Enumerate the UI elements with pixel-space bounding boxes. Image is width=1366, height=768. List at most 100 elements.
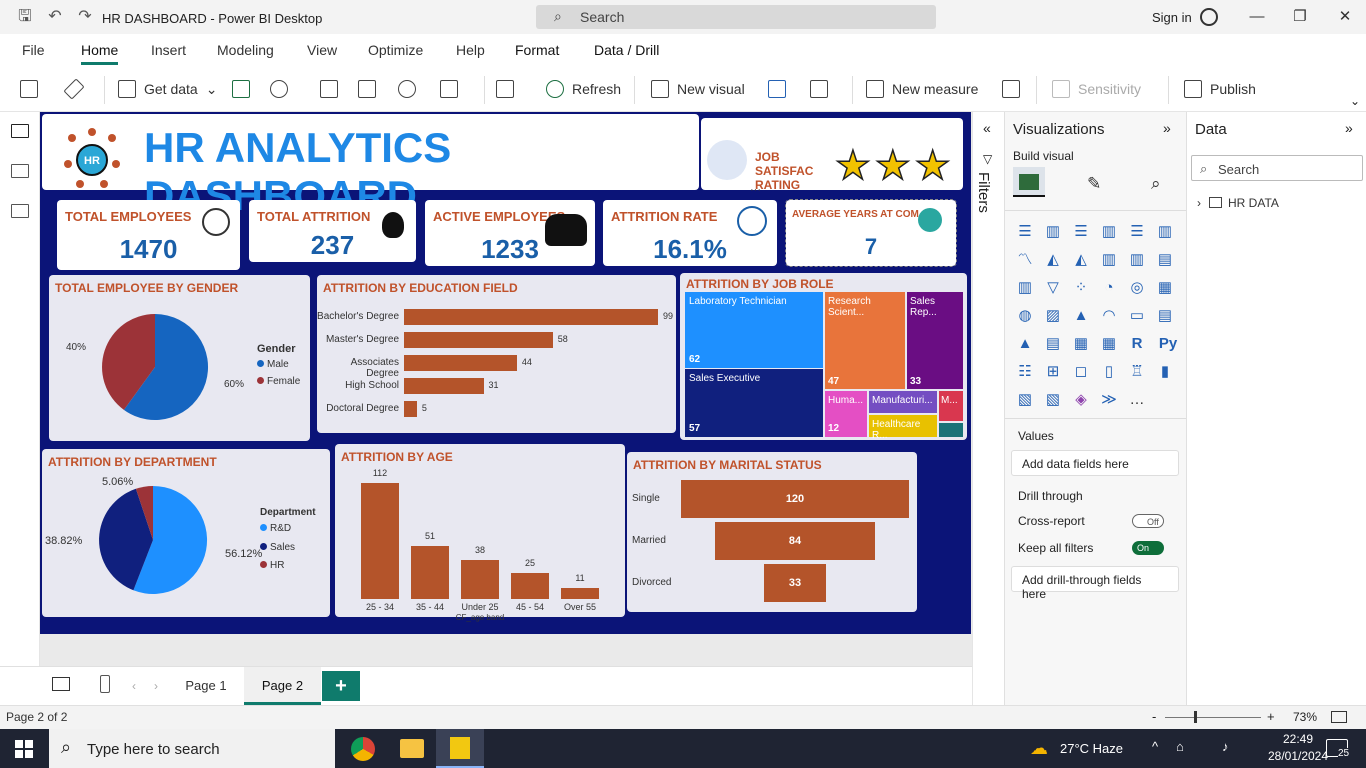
treemap-manager[interactable]: M... — [939, 391, 963, 421]
stacked-area-icon[interactable]: ◭ — [1075, 251, 1087, 268]
network-icon[interactable]: ⌂ — [1176, 739, 1184, 754]
quick-measure-button[interactable] — [1002, 80, 1020, 98]
ribbon-chart-icon[interactable]: ▤ — [1157, 251, 1173, 268]
sign-in-link[interactable]: Sign in — [1152, 10, 1192, 25]
power-automate-flow-icon[interactable]: ≫ — [1101, 391, 1117, 408]
goals-icon[interactable]: ♖ — [1130, 363, 1144, 380]
fit-to-page-icon[interactable] — [1331, 711, 1347, 723]
close-button[interactable]: ✕ — [1338, 8, 1352, 25]
redo-icon[interactable]: ↷ — [78, 8, 92, 25]
menu-view[interactable]: View — [307, 42, 338, 58]
publish-button[interactable]: Publish — [1184, 80, 1256, 98]
funnel-icon[interactable]: ▽ — [1047, 279, 1059, 296]
next-page-icon[interactable]: › — [154, 679, 158, 693]
treemap-healthcare[interactable]: Healthcare R... — [869, 415, 937, 441]
kpi-active-employees[interactable]: ACTIVE EMPLOYEES 1233 — [425, 200, 595, 266]
more-options-icon[interactable]: ··· — [750, 184, 761, 196]
100-bar-icon[interactable]: ☰ — [1130, 223, 1144, 240]
python-visual-icon[interactable]: Py — [1158, 335, 1178, 352]
multi-row-card-icon[interactable]: ▤ — [1157, 307, 1173, 324]
treemap-icon[interactable]: ▦ — [1157, 279, 1173, 296]
account-icon[interactable] — [1200, 8, 1218, 26]
values-drop-zone[interactable]: Add data fields here — [1011, 450, 1179, 476]
treemap-manufacturing[interactable]: Manufacturi... — [869, 391, 937, 413]
zoom-in-button[interactable]: + — [1267, 709, 1275, 724]
power-apps-icon[interactable]: ▧ — [1017, 391, 1033, 408]
age-chart-panel[interactable]: ATTRITION BY AGE 112 25 - 34 51 35 - 44 38 Un… — [335, 444, 625, 622]
refresh-button[interactable]: Refresh — [546, 80, 621, 98]
gender-chart-panel[interactable]: TOTAL EMPLOYEE BY GENDER 40% 60% Gender … — [49, 275, 310, 441]
slicer-icon[interactable]: ▤ — [1045, 335, 1061, 352]
menu-help[interactable]: Help — [456, 42, 485, 58]
file-explorer-icon[interactable] — [400, 739, 424, 758]
card-icon[interactable]: ▭ — [1129, 307, 1145, 324]
narrative-icon[interactable]: ▯ — [1104, 363, 1114, 380]
department-chart-panel[interactable]: ATTRITION BY DEPARTMENT 5.06% 38.82% 56.… — [42, 449, 330, 617]
windows-start-icon[interactable] — [15, 740, 33, 758]
recent-sources-button[interactable] — [440, 80, 458, 98]
format-painter-button[interactable] — [63, 78, 85, 100]
undo-icon[interactable]: ↶ — [48, 8, 62, 25]
line-chart-icon[interactable]: 〽 — [1017, 251, 1033, 268]
format-visual-icon[interactable]: ✎ — [1087, 174, 1102, 193]
text-box-button[interactable] — [768, 80, 786, 98]
menu-optimize[interactable]: Optimize — [368, 42, 424, 58]
chrome-icon[interactable] — [351, 737, 375, 761]
treemap-other[interactable] — [939, 423, 963, 437]
marital-chart-panel[interactable]: ATTRITION BY MARITAL STATUS Single 120 Mar… — [627, 452, 917, 612]
transform-data-button[interactable] — [496, 80, 514, 98]
get-data-button[interactable]: Get data ⌄ — [118, 80, 217, 98]
matrix-icon[interactable]: ▦ — [1101, 335, 1117, 352]
excel-button[interactable] — [232, 80, 250, 98]
kpi-total-attrition[interactable]: TOTAL ATTRITION 237 — [249, 200, 416, 262]
desktop-layout-icon[interactable] — [52, 677, 70, 691]
donut-icon[interactable]: ◎ — [1130, 279, 1144, 296]
decomposition-tree-icon[interactable]: ⊞ — [1046, 363, 1060, 380]
cross-report-toggle[interactable]: Off — [1132, 514, 1164, 528]
gauge-icon[interactable]: ◠ — [1102, 307, 1116, 324]
mobile-layout-icon[interactable] — [100, 675, 110, 693]
treemap-sales-exec[interactable]: Sales Executive 57 — [685, 369, 823, 437]
data-search-input[interactable]: ⌕ Search — [1191, 155, 1363, 181]
kpi-icon[interactable]: ▲ — [1017, 335, 1033, 352]
paste-button[interactable] — [20, 80, 38, 98]
custom-visual-icon[interactable]: ◈ — [1075, 391, 1087, 408]
keep-filters-toggle[interactable]: On — [1132, 541, 1164, 555]
waterfall-icon[interactable]: ▥ — [1017, 279, 1033, 296]
treemap-lab-tech[interactable]: Laboratory Technician 62 — [685, 292, 823, 368]
more-visuals-icon[interactable]: … — [1129, 391, 1145, 408]
line-stacked-icon[interactable]: ▥ — [1129, 251, 1145, 268]
map-icon[interactable]: ◍ — [1018, 307, 1032, 324]
menu-format[interactable]: Format — [515, 42, 560, 58]
analytics-icon[interactable]: ⌕ — [1151, 174, 1161, 193]
enter-data-button[interactable] — [358, 80, 376, 98]
clustered-column-icon[interactable]: ▥ — [1101, 223, 1117, 240]
menu-insert[interactable]: Insert — [151, 42, 187, 58]
datahub-button[interactable] — [270, 80, 288, 98]
job-satisfaction-card[interactable]: JOB SATISFAC RATING ★★★ — [701, 118, 963, 192]
education-chart-panel[interactable]: ATTRITION BY EDUCATION FIELD Bachelor's … — [317, 275, 676, 433]
kpi-attrition-rate[interactable]: ATTRITION RATE 16.1% — [603, 200, 777, 266]
minimize-button[interactable]: — — [1249, 8, 1265, 25]
volume-icon[interactable]: ♪ — [1222, 739, 1229, 754]
hr-data-table[interactable]: HR DATA — [1228, 196, 1279, 210]
powerbi-taskbar-button[interactable] — [436, 729, 484, 768]
expand-icon[interactable]: « — [983, 120, 991, 136]
table-view-icon[interactable] — [11, 164, 29, 178]
tab-page-1[interactable]: Page 1 — [185, 678, 227, 693]
qa-icon[interactable]: ◻ — [1074, 363, 1088, 380]
restore-button[interactable]: ❐ — [1293, 8, 1307, 25]
prev-page-icon[interactable]: ‹ — [132, 679, 136, 693]
100-column-icon[interactable]: ▥ — [1157, 223, 1173, 240]
dataverse-button[interactable] — [398, 80, 416, 98]
zoom-slider[interactable] — [1165, 717, 1261, 718]
menu-file[interactable]: File — [22, 42, 45, 58]
paginated-icon[interactable]: ▮ — [1160, 363, 1170, 380]
line-column-icon[interactable]: ▥ — [1101, 251, 1117, 268]
treemap-human-res[interactable]: Huma... 12 — [825, 391, 867, 437]
tab-page-2[interactable]: Page 2 — [244, 667, 321, 705]
table-icon[interactable]: ▦ — [1073, 335, 1089, 352]
filters-pane-collapsed[interactable]: « ▽ Filters — [972, 112, 1004, 705]
chevron-up-icon[interactable]: ^ — [1152, 739, 1159, 754]
r-visual-icon[interactable]: R — [1131, 335, 1143, 352]
